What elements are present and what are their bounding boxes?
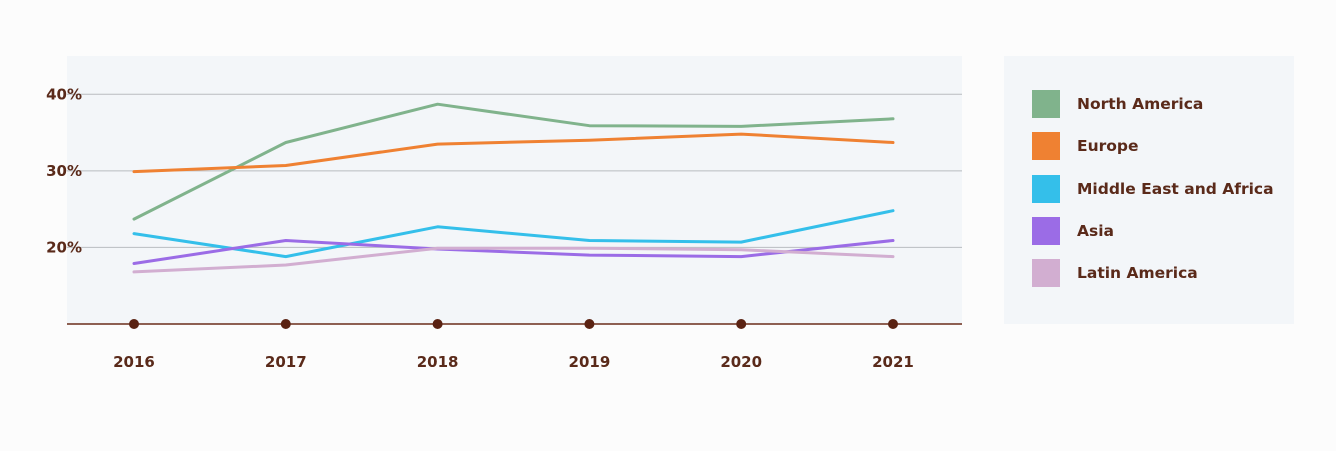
- legend-label: North America: [1077, 95, 1204, 113]
- legend-item: Middle East and Africa: [1032, 174, 1294, 203]
- series-line-asia: [132, 239, 895, 265]
- series-line-europe: [132, 132, 895, 174]
- legend-swatch: [1032, 132, 1060, 161]
- x-tick-label: 2016: [113, 353, 155, 371]
- series-lines: [132, 102, 895, 274]
- plot-area: [67, 56, 962, 324]
- y-axis-tick-labels: 20% 30% 40%: [46, 85, 82, 256]
- x-axis-marker: [888, 319, 898, 329]
- legend-label: Europe: [1077, 137, 1139, 156]
- legend-label: Middle East and Africa: [1077, 179, 1274, 198]
- x-axis-marker: [736, 319, 747, 329]
- y-tick-label: 40%: [46, 85, 82, 103]
- x-tick-label: 2017: [265, 353, 307, 371]
- legend-item: Asia: [1032, 216, 1294, 245]
- legend-item: Latin America: [1032, 259, 1294, 288]
- legend-item: Europe: [1032, 132, 1294, 161]
- legend-label: Latin America: [1077, 264, 1198, 283]
- series-line-latin-america: [132, 246, 895, 274]
- x-axis-markers: [129, 319, 898, 329]
- y-tick-label: 30%: [46, 162, 82, 180]
- x-axis-tick-labels: 2016 2017 2018 2019 2020 2021: [113, 353, 914, 371]
- series-line-middle-east-and-africa: [132, 209, 895, 259]
- x-tick-label: 2021: [872, 353, 914, 371]
- legend-swatch: [1032, 174, 1060, 203]
- legend-swatch: [1032, 259, 1060, 288]
- x-axis-marker: [129, 319, 139, 329]
- legend-items: North America Europe Middle East and Afric…: [1032, 90, 1294, 288]
- series-line-north-america: [132, 102, 895, 221]
- legend-item: North America: [1032, 90, 1294, 118]
- x-axis-marker: [280, 319, 291, 329]
- y-tick-label: 20%: [46, 238, 82, 256]
- x-axis-marker: [432, 319, 443, 329]
- legend-swatch: [1032, 90, 1060, 118]
- x-axis-marker: [584, 319, 595, 329]
- legend-swatch: [1032, 216, 1060, 245]
- legend: North America Europe Middle East and Afric…: [1004, 56, 1294, 324]
- legend-label: Asia: [1077, 221, 1114, 240]
- x-tick-label: 2020: [720, 353, 762, 371]
- x-tick-label: 2018: [417, 353, 459, 371]
- x-tick-label: 2019: [569, 353, 611, 371]
